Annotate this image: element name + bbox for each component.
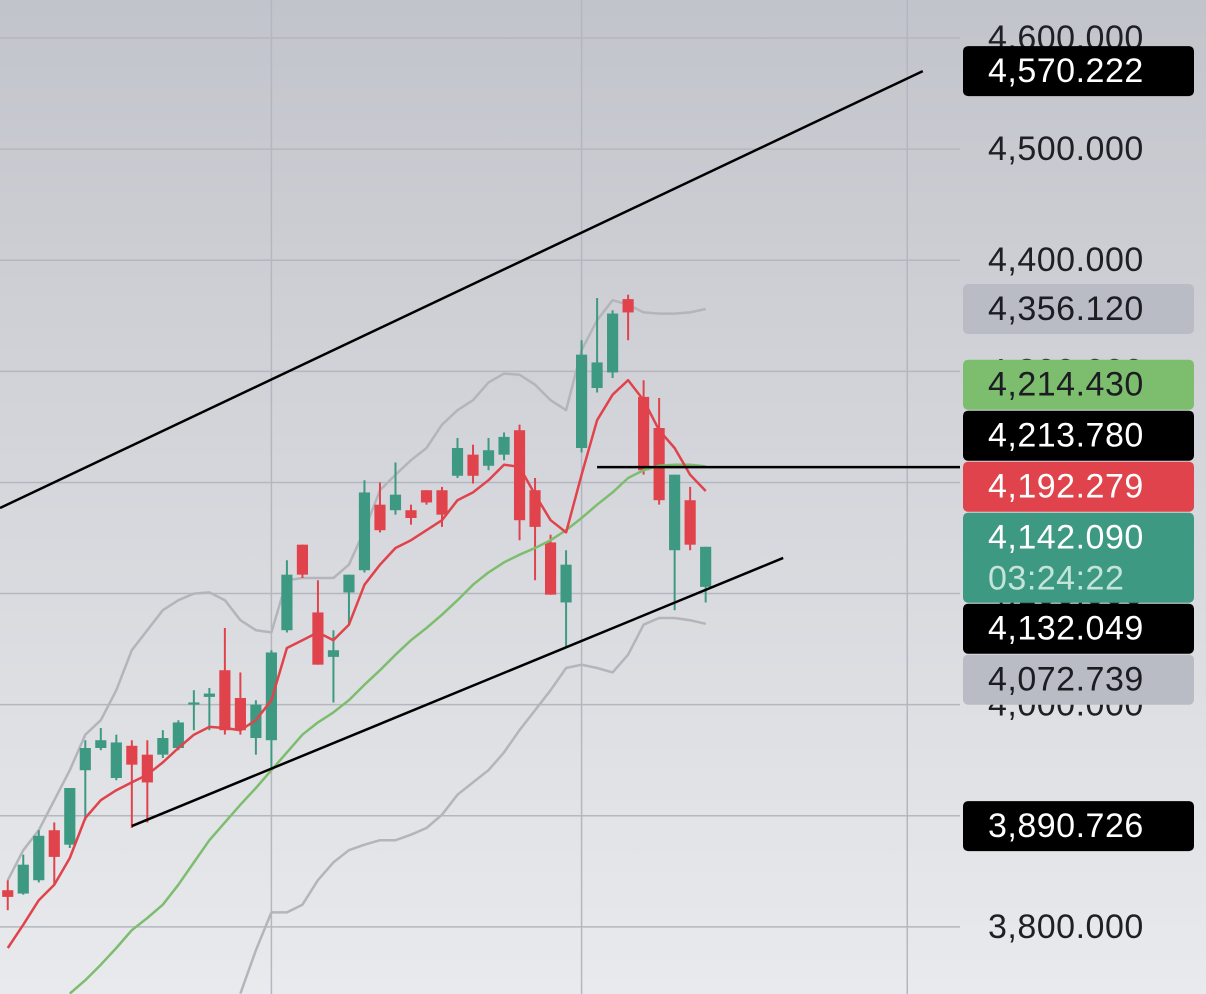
candle-body xyxy=(374,504,386,531)
price-tag-label: 4,192.279 xyxy=(988,468,1144,506)
candle-body xyxy=(467,454,479,476)
price-tag xyxy=(963,359,1194,410)
candle-body xyxy=(343,574,355,593)
candle-body xyxy=(126,745,138,765)
price-tag xyxy=(963,283,1194,334)
candle-body xyxy=(110,742,122,778)
candle-body xyxy=(2,890,14,897)
price-tags: 4,570.222 4,356.120 4,214.430 4,213.780 4,19… xyxy=(963,46,1194,852)
candle-body xyxy=(622,299,634,313)
candle-body xyxy=(607,313,619,373)
candle-body xyxy=(669,474,681,551)
price-tag-label: 4,142.090 xyxy=(988,519,1144,557)
price-tag xyxy=(963,461,1194,512)
y-tick-label: 3,800.000 xyxy=(988,908,1144,946)
candle-body xyxy=(234,698,246,731)
candle-body xyxy=(436,490,448,515)
candle-body xyxy=(513,430,526,521)
y-tick-label: 4,500.000 xyxy=(988,130,1144,168)
candle-body xyxy=(327,650,340,657)
candle-body xyxy=(389,494,402,511)
candle-body xyxy=(17,864,29,894)
plot-area xyxy=(0,0,960,994)
candle-body xyxy=(700,546,712,587)
candle-body xyxy=(544,542,557,595)
candle-body xyxy=(79,748,91,771)
indicator-line xyxy=(239,616,706,994)
price-tag-label: 4,213.780 xyxy=(988,417,1144,455)
candle-body xyxy=(451,448,464,476)
candle-body xyxy=(482,450,495,466)
candle-body xyxy=(560,564,572,603)
candle-body xyxy=(405,510,417,518)
price-tag-label: 3,890.726 xyxy=(988,807,1144,845)
candle-body xyxy=(638,396,650,471)
candle-body xyxy=(420,490,433,503)
candle-body xyxy=(48,830,60,857)
indicator-line xyxy=(6,298,706,881)
trend-line xyxy=(0,69,924,510)
candle-body xyxy=(172,722,184,748)
indicator-line xyxy=(6,378,707,949)
price-tag xyxy=(963,801,1194,852)
price-tag xyxy=(963,654,1194,705)
price-tag-label: 4,214.430 xyxy=(988,366,1144,404)
candle-body xyxy=(203,693,215,697)
price-tag-label: 4,132.049 xyxy=(988,610,1144,648)
countdown: 03:24:22 xyxy=(988,560,1124,598)
candle-body xyxy=(312,612,324,665)
price-tag xyxy=(963,512,1194,603)
candle-body xyxy=(653,428,665,501)
candle-body xyxy=(188,702,200,705)
indicator-line xyxy=(68,463,706,994)
candle-body xyxy=(219,670,231,731)
price-tag xyxy=(963,603,1194,654)
candle-body xyxy=(157,738,169,755)
candle-body xyxy=(141,754,153,783)
trend-line xyxy=(131,556,784,828)
candle-body xyxy=(684,500,696,545)
candle-body xyxy=(95,740,107,748)
candle-body xyxy=(358,492,371,571)
candle-body xyxy=(281,574,293,631)
candle-body xyxy=(591,362,603,388)
price-tag-label: 4,356.120 xyxy=(988,290,1144,328)
candle-body xyxy=(64,788,76,845)
candle-body xyxy=(296,544,309,575)
candle-body xyxy=(576,354,588,448)
price-tag-label: 4,072.739 xyxy=(988,661,1144,699)
price-tag-label: 4,570.222 xyxy=(988,52,1144,90)
price-tag xyxy=(963,410,1194,461)
candle-body xyxy=(498,436,510,455)
y-tick-label: 4,400.000 xyxy=(988,241,1144,279)
price-tag xyxy=(963,46,1194,97)
candle-body xyxy=(529,490,541,527)
candle-body xyxy=(33,835,45,881)
